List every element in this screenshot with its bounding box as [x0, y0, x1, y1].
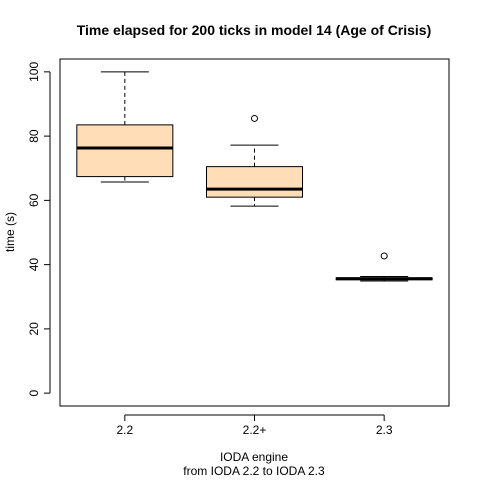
y-tick-label: 20 — [27, 322, 41, 336]
y-axis-label: time (s) — [3, 212, 17, 252]
y-axis: 0 20 40 60 80 100 — [27, 62, 51, 396]
x-axis-label: IODA engine — [220, 450, 288, 464]
box-2 — [206, 114, 303, 207]
y-tick-label: 40 — [27, 258, 41, 272]
x-tick-label: 2.3 — [376, 423, 393, 437]
box-iqr — [206, 166, 303, 198]
box-1 — [76, 71, 174, 183]
x-axis-sublabel: from IODA 2.2 to IODA 2.3 — [183, 464, 325, 478]
box-3 — [335, 252, 433, 282]
outlier-point — [251, 114, 258, 122]
x-tick-label: 2.2 — [116, 423, 133, 437]
y-tick-label: 80 — [27, 129, 41, 143]
y-tick-label: 100 — [27, 62, 41, 82]
x-tick-label: 2.2+ — [243, 423, 267, 437]
box-series — [76, 71, 433, 282]
outlier-point — [380, 252, 388, 260]
x-axis: 2.2 2.2+ 2.3 — [116, 414, 393, 437]
box-iqr — [76, 124, 174, 178]
chart-title: Time elapsed for 200 ticks in model 14 (… — [77, 22, 432, 38]
y-tick-label: 60 — [27, 193, 41, 207]
plot-frame — [59, 58, 450, 407]
y-tick-label: 0 — [27, 389, 41, 396]
